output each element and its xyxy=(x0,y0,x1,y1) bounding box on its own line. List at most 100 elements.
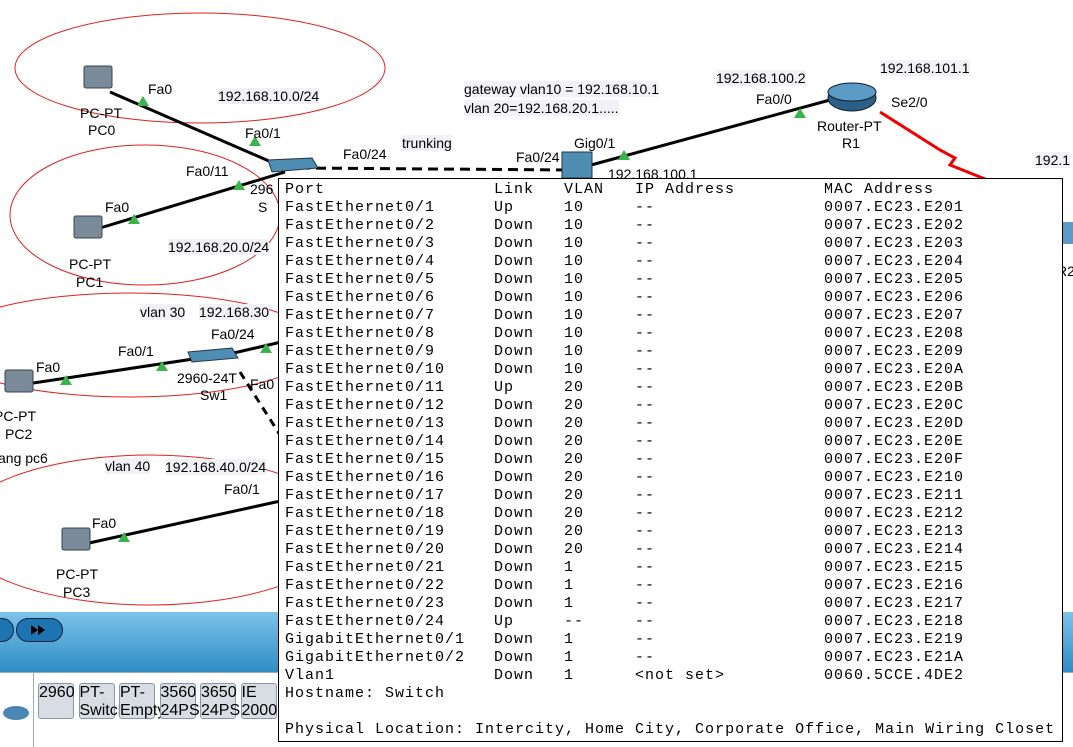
topology-label: PC1 xyxy=(76,274,104,290)
table-cell: -- xyxy=(635,415,656,432)
table-cell: FastEthernet0/13 xyxy=(285,415,446,432)
table-cell: Down xyxy=(494,469,535,486)
topology-label: trunking xyxy=(402,135,452,151)
topology-label: S xyxy=(258,199,268,215)
table-cell: 10 xyxy=(564,325,585,342)
device-button[interactable]: 3650 24PS xyxy=(200,683,240,719)
table-cell: 0007.EC23.E202 xyxy=(824,217,965,234)
table-cell: Down xyxy=(494,487,535,504)
device-button[interactable]: 3560 24PS xyxy=(159,683,200,719)
table-cell: FastEthernet0/6 xyxy=(285,289,436,306)
table-cell: Down xyxy=(494,523,535,540)
table-cell: 20 xyxy=(564,415,585,432)
table-cell: 10 xyxy=(564,253,585,270)
device-button[interactable]: 2960 xyxy=(38,683,75,719)
table-cell: Down xyxy=(494,631,535,648)
topology-label: Gig0/1 xyxy=(574,135,616,151)
topology-label: Se2/0 xyxy=(891,94,928,110)
device-button[interactable]: PT-Empty xyxy=(119,683,165,719)
table-cell: -- xyxy=(635,505,656,522)
topology-label: Fa0/1 xyxy=(118,343,154,359)
topology-label: Fa0 xyxy=(148,81,173,97)
table-cell: FastEthernet0/9 xyxy=(285,343,436,360)
table-cell: Vlan1 xyxy=(285,667,336,684)
column-header: MAC Address xyxy=(824,181,935,198)
table-cell: Down xyxy=(494,343,535,360)
topology-label: vlan 20=192.168.20.1..... xyxy=(464,100,619,116)
topology-label: Fa0/24 xyxy=(343,146,387,162)
topology-label: 192.168.10.0/24 xyxy=(218,88,320,104)
fast-forward-button[interactable] xyxy=(16,618,63,642)
pc-icon xyxy=(83,65,113,89)
device-button[interactable]: PT-Switch xyxy=(78,683,127,719)
table-cell: -- xyxy=(635,397,656,414)
table-cell: FastEthernet0/3 xyxy=(285,235,436,252)
table-cell: FastEthernet0/10 xyxy=(285,361,446,378)
topology-label: Fa0/24 xyxy=(516,149,560,165)
table-cell: -- xyxy=(635,577,656,594)
table-cell: 20 xyxy=(564,505,585,522)
table-cell: 0007.EC23.E20D xyxy=(824,415,965,432)
table-cell: 0007.EC23.E215 xyxy=(824,559,965,576)
table-cell: 0007.EC23.E203 xyxy=(824,235,965,252)
table-cell: 20 xyxy=(564,379,585,396)
table-cell: Down xyxy=(494,649,535,666)
table-cell: Down xyxy=(494,559,535,576)
table-cell: 10 xyxy=(564,271,585,288)
cloud-icon xyxy=(3,706,29,720)
column-header: Port xyxy=(285,181,326,198)
topology-label: PC-PT xyxy=(80,105,122,121)
table-cell: 10 xyxy=(564,217,585,234)
topology-label: 192.168.101.1 xyxy=(880,60,970,76)
table-cell: 10 xyxy=(564,235,585,252)
port-status-tooltip: Port Link VLAN IP Address MAC Address FastEth… xyxy=(278,178,1063,742)
table-cell: 0007.EC23.E207 xyxy=(824,307,965,324)
table-cell: FastEthernet0/11 xyxy=(285,379,446,396)
table-cell: 0007.EC23.E211 xyxy=(824,487,965,504)
table-cell: 0007.EC23.E206 xyxy=(824,289,965,306)
fast-forward-icon xyxy=(31,625,45,635)
table-cell: FastEthernet0/2 xyxy=(285,217,436,234)
pc-icon xyxy=(61,527,91,551)
table-cell: -- xyxy=(635,649,656,666)
table-cell: 0007.EC23.E216 xyxy=(824,577,965,594)
pc-icon xyxy=(4,369,34,393)
port-light xyxy=(618,150,630,160)
hostname: Hostname: Switch xyxy=(285,685,446,702)
table-cell: 0007.EC23.E20B xyxy=(824,379,965,396)
table-cell: 0007.EC23.E21A xyxy=(824,649,965,666)
topology-label: gateway vlan10 = 192.168.10.1 xyxy=(464,81,659,97)
topology-label: Fa0 xyxy=(250,376,275,392)
play-button[interactable] xyxy=(0,618,14,642)
table-cell: 0007.EC23.E204 xyxy=(824,253,965,270)
table-cell: -- xyxy=(635,235,656,252)
table-cell: -- xyxy=(635,451,656,468)
topology-label: 2960-24T xyxy=(177,370,237,386)
router-icon xyxy=(1060,222,1073,244)
table-cell: -- xyxy=(635,379,656,396)
topology-label: 192.168.40.0/24 xyxy=(165,459,267,475)
topology-label: ang pc6 xyxy=(0,450,48,466)
table-cell: FastEthernet0/5 xyxy=(285,271,436,288)
table-cell: 10 xyxy=(564,199,585,216)
table-cell: 1 xyxy=(564,577,575,594)
table-cell: -- xyxy=(635,325,656,342)
table-cell: -- xyxy=(635,217,656,234)
table-cell: FastEthernet0/4 xyxy=(285,253,436,270)
router-icon xyxy=(827,82,877,102)
port-light xyxy=(156,361,168,371)
topology-label: Fa0/0 xyxy=(756,91,792,107)
device-name: PT-Switch xyxy=(79,684,127,719)
device-button[interactable]: IE 2000 xyxy=(240,683,277,719)
column-header: VLAN xyxy=(564,181,605,198)
port-light xyxy=(137,96,149,106)
table-cell: FastEthernet0/20 xyxy=(285,541,446,558)
topology-label: Fa0/1 xyxy=(224,481,260,497)
table-cell: -- xyxy=(635,289,656,306)
table-cell: Up xyxy=(494,199,515,216)
table-cell: -- xyxy=(635,199,656,216)
switch-icon xyxy=(561,151,593,179)
topology-label: vlan 30 xyxy=(140,304,186,320)
port-light xyxy=(794,108,806,118)
